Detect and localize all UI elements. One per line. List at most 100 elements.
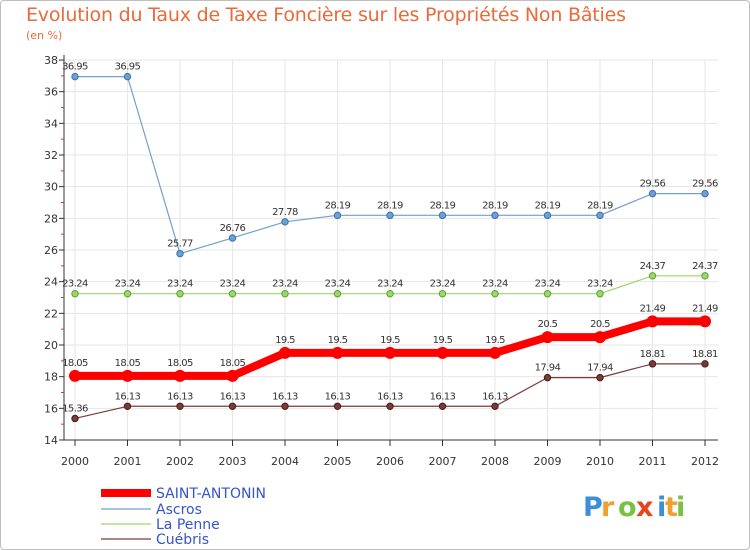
y-tick-label: 36 bbox=[44, 86, 58, 99]
series-layer bbox=[69, 72, 711, 423]
data-point-saint-antonin bbox=[331, 346, 344, 359]
data-label-saint-antonin: 18.05 bbox=[220, 358, 246, 369]
data-label-saint-antonin: 20.5 bbox=[538, 319, 558, 330]
data-point-cu-bris bbox=[491, 402, 499, 410]
data-point-ascros bbox=[176, 249, 184, 258]
data-label-saint-antonin: 19.5 bbox=[380, 335, 400, 346]
data-point-la-penne bbox=[123, 290, 132, 298]
data-label-saint-antonin: 19.5 bbox=[275, 335, 295, 346]
data-point-ascros bbox=[438, 211, 447, 220]
x-tick-label: 2004 bbox=[271, 455, 299, 468]
data-point-ascros bbox=[596, 211, 604, 220]
data-point-ascros bbox=[71, 72, 79, 81]
chart-subtitle: (en %) bbox=[26, 29, 63, 42]
data-label-saint-antonin: 18.05 bbox=[115, 358, 141, 369]
data-label-la-penne: 23.24 bbox=[587, 279, 613, 290]
data-point-saint-antonin bbox=[436, 346, 449, 359]
data-label-cu-bris: 17.94 bbox=[587, 363, 613, 374]
data-point-saint-antonin bbox=[489, 346, 501, 359]
data-point-ascros bbox=[386, 211, 394, 220]
y-tick-label: 22 bbox=[44, 307, 58, 320]
y-tick-label: 14 bbox=[44, 434, 58, 447]
data-label-la-penne: 23.24 bbox=[377, 279, 403, 290]
data-point-ascros bbox=[701, 189, 709, 198]
data-point-la-penne bbox=[333, 290, 342, 298]
data-label-cu-bris: 18.81 bbox=[640, 349, 666, 360]
data-point-saint-antonin bbox=[594, 331, 606, 344]
data-label-la-penne: 23.24 bbox=[62, 279, 88, 290]
y-tick-label: 38 bbox=[44, 54, 58, 67]
data-label-la-penne: 23.24 bbox=[325, 279, 351, 290]
legend-label: SAINT-ANTONIN bbox=[156, 486, 266, 502]
data-label-ascros: 36.95 bbox=[115, 62, 141, 73]
x-tick-label: 2000 bbox=[61, 455, 89, 468]
x-tick-label: 2009 bbox=[534, 455, 562, 468]
data-point-cu-bris bbox=[596, 373, 604, 382]
data-point-cu-bris bbox=[701, 360, 709, 368]
data-label-ascros: 25.77 bbox=[167, 239, 193, 250]
data-label-saint-antonin: 19.5 bbox=[433, 335, 453, 346]
data-point-ascros bbox=[123, 72, 132, 81]
data-point-la-penne bbox=[386, 290, 394, 298]
proxiti-logo: Pr o x iti bbox=[583, 492, 685, 523]
data-label-cu-bris: 16.13 bbox=[482, 391, 508, 402]
logo-letter: i bbox=[676, 492, 685, 523]
data-point-ascros bbox=[648, 189, 657, 198]
data-label-cu-bris: 16.13 bbox=[167, 391, 193, 402]
data-point-saint-antonin bbox=[121, 369, 134, 382]
data-point-ascros bbox=[281, 218, 289, 226]
data-label-saint-antonin: 18.05 bbox=[167, 358, 193, 369]
y-tick-label: 28 bbox=[44, 212, 58, 225]
x-tick-label: 2012 bbox=[691, 455, 719, 468]
data-label-la-penne: 23.24 bbox=[535, 279, 561, 290]
axis-layer: 14 16 18 20 22 24 26 28 30 32 34 36 38 2000 2001 2002 20… bbox=[44, 54, 719, 468]
data-point-cu-bris bbox=[123, 402, 132, 410]
data-label-ascros: 29.56 bbox=[640, 179, 666, 190]
data-label-la-penne: 23.24 bbox=[272, 279, 298, 290]
y-tick-label: 26 bbox=[44, 244, 58, 257]
data-point-ascros bbox=[543, 211, 552, 220]
data-label-saint-antonin: 19.5 bbox=[485, 335, 505, 346]
data-point-la-penne bbox=[438, 290, 447, 298]
data-point-cu-bris bbox=[71, 414, 79, 423]
data-label-cu-bris: 16.13 bbox=[220, 391, 246, 402]
logo-letter: r bbox=[601, 492, 615, 523]
data-point-cu-bris bbox=[176, 402, 184, 410]
x-tick-label: 2002 bbox=[166, 455, 194, 468]
data-point-ascros bbox=[333, 211, 342, 220]
data-label-saint-antonin: 18.05 bbox=[62, 358, 88, 369]
x-tick-label: 2006 bbox=[376, 455, 404, 468]
data-point-la-penne bbox=[596, 290, 604, 298]
data-point-la-penne bbox=[543, 290, 552, 298]
data-label-ascros: 29.56 bbox=[692, 179, 718, 190]
data-label-cu-bris: 17.94 bbox=[535, 363, 561, 374]
data-label-ascros: 28.19 bbox=[535, 200, 561, 211]
data-point-saint-antonin bbox=[174, 369, 186, 382]
x-tick-label: 2005 bbox=[324, 455, 352, 468]
grid-layer bbox=[64, 59, 718, 441]
data-label-saint-antonin: 21.49 bbox=[692, 303, 718, 314]
data-label-cu-bris: 18.81 bbox=[692, 349, 718, 360]
data-label-ascros: 28.19 bbox=[430, 200, 456, 211]
data-label-cu-bris: 16.13 bbox=[115, 391, 141, 402]
data-label-ascros: 27.78 bbox=[272, 207, 298, 218]
x-tick-label: 2010 bbox=[586, 455, 614, 468]
data-point-cu-bris bbox=[438, 402, 447, 410]
logo-letter: i bbox=[657, 492, 666, 523]
data-point-ascros bbox=[228, 234, 237, 242]
data-point-la-penne bbox=[228, 290, 237, 298]
data-label-ascros: 28.19 bbox=[325, 200, 351, 211]
y-tick-label: 30 bbox=[44, 181, 58, 194]
data-point-cu-bris bbox=[333, 402, 342, 410]
data-point-cu-bris bbox=[281, 402, 289, 410]
logo-letter: t bbox=[665, 492, 678, 523]
data-label-saint-antonin: 19.5 bbox=[328, 335, 348, 346]
data-point-cu-bris bbox=[648, 360, 657, 368]
data-point-saint-antonin bbox=[69, 369, 81, 382]
data-label-ascros: 28.19 bbox=[482, 200, 508, 211]
chart-title: Evolution du Taux de Taxe Foncière sur l… bbox=[26, 4, 626, 26]
logo-letter: o bbox=[618, 492, 637, 523]
y-tick-label: 20 bbox=[44, 339, 58, 352]
